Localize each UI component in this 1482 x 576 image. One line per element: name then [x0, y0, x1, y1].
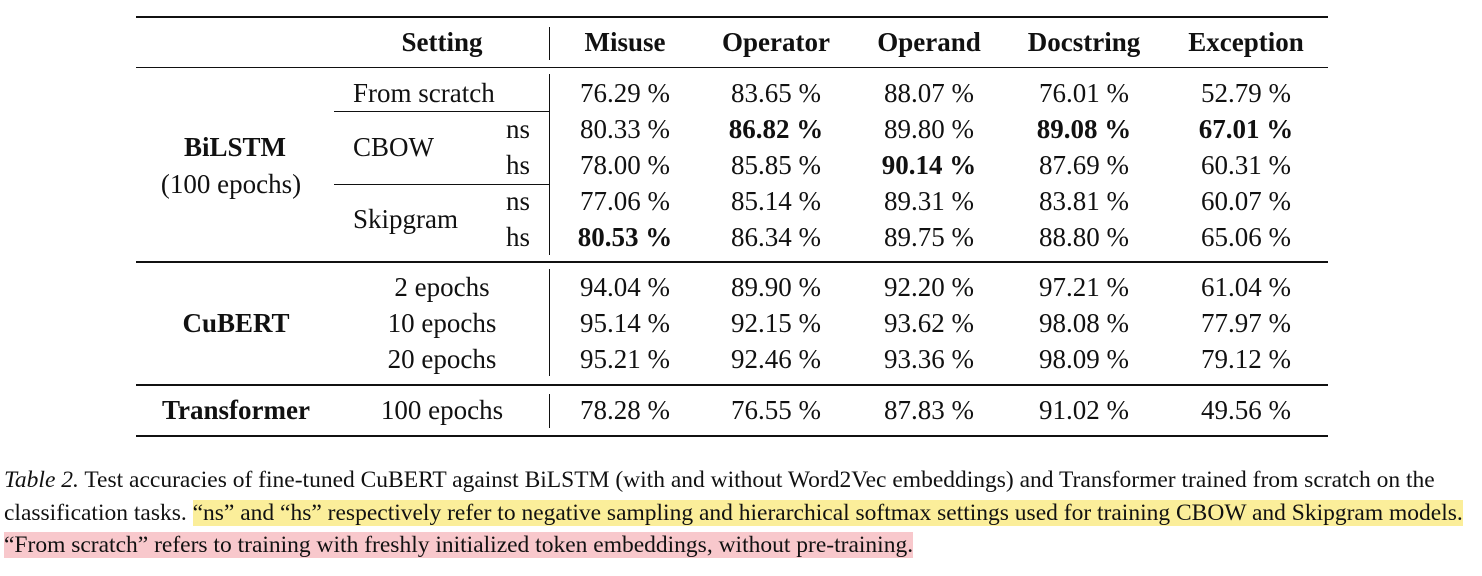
table-cell: 89.80 %: [884, 114, 974, 144]
bottom-rule: [136, 435, 1328, 437]
skipgram-rule: [334, 184, 549, 185]
caption-label: Table 2.: [4, 467, 79, 493]
table-cell: 85.14 %: [731, 186, 821, 216]
setting-cbow: CBOW: [353, 132, 434, 162]
header-column: Operator: [722, 27, 830, 57]
header-column: Misuse: [584, 27, 666, 57]
table-cell: 98.08 %: [1039, 308, 1129, 338]
caption-text: Test accuracies of fine-tuned CuBERT aga…: [4, 467, 1435, 526]
setting-cbow-ns: ns: [505, 114, 531, 144]
table-cell: 92.15 %: [731, 308, 821, 338]
table-cell: 91.02 %: [1039, 395, 1129, 425]
table-cell: 94.04 %: [580, 272, 670, 302]
table-cell: 93.36 %: [884, 344, 974, 374]
model-label-cubert: CuBERT: [182, 308, 290, 338]
table-cell-best: 80.53 %: [577, 222, 673, 252]
model-label-bilstm: BiLSTM: [183, 132, 287, 162]
table-cell-best: 89.08 %: [1036, 114, 1132, 144]
table-cell: 86.34 %: [731, 222, 821, 252]
setting-from-scratch: From scratch: [353, 78, 495, 108]
header-column: Docstring: [1027, 27, 1141, 57]
table-cell: 76.29 %: [580, 78, 670, 108]
header-separator: [549, 27, 550, 60]
table-cell: 87.83 %: [884, 395, 974, 425]
table-cell: 79.12 %: [1201, 344, 1291, 374]
setting-cubert-20: 20 epochs: [387, 344, 497, 374]
table-cell: 93.62 %: [884, 308, 974, 338]
setting-skipgram-ns: ns: [505, 186, 531, 216]
model-sublabel-bilstm: (100 epochs): [160, 169, 302, 199]
table-cell: 60.07 %: [1201, 186, 1291, 216]
setting-cubert-2: 2 epochs: [394, 272, 490, 302]
table-cell: 83.81 %: [1039, 186, 1129, 216]
table-cell: 98.09 %: [1039, 344, 1129, 374]
table-cell: 88.80 %: [1039, 222, 1129, 252]
cbow-rule: [334, 111, 549, 112]
table-cell: 60.31 %: [1201, 150, 1291, 180]
table-cell-best: 86.82 %: [728, 114, 824, 144]
table-cell: 76.01 %: [1039, 78, 1129, 108]
table-cell: 89.90 %: [731, 272, 821, 302]
setting-cubert-10: 10 epochs: [387, 308, 497, 338]
cubert-bottom-rule: [136, 384, 1328, 386]
transformer-separator: [549, 394, 550, 428]
table-caption: Table 2. Test accuracies of fine-tuned C…: [4, 464, 1474, 562]
table-cell: 92.20 %: [884, 272, 974, 302]
setting-transformer: 100 epochs: [380, 395, 504, 425]
header-column: Operand: [877, 27, 981, 57]
table-cell: 52.79 %: [1201, 78, 1291, 108]
table-cell: 49.56 %: [1201, 395, 1291, 425]
table-cell: 97.21 %: [1039, 272, 1129, 302]
table-cell: 95.14 %: [580, 308, 670, 338]
header-setting: Setting: [401, 27, 483, 57]
bilstm-separator: [549, 74, 550, 255]
setting-skipgram-hs: hs: [505, 222, 531, 252]
top-rule: [136, 16, 1328, 18]
setting-skipgram: Skipgram: [353, 204, 458, 234]
table-cell: 87.69 %: [1039, 150, 1129, 180]
bilstm-bottom-rule: [136, 261, 1328, 263]
table-cell: 83.65 %: [731, 78, 821, 108]
table-cell: 89.75 %: [884, 222, 974, 252]
table-cell: 95.21 %: [580, 344, 670, 374]
table-cell: 77.97 %: [1201, 308, 1291, 338]
caption-highlight-yellow: “ns” and “hs” respectively refer to nega…: [192, 499, 1463, 526]
table-cell: 76.55 %: [731, 395, 821, 425]
table-cell: 78.00 %: [580, 150, 670, 180]
table-cell: 61.04 %: [1201, 272, 1291, 302]
table-cell: 80.33 %: [580, 114, 670, 144]
header-column: Exception: [1188, 27, 1304, 57]
table-cell-best: 90.14 %: [881, 150, 977, 180]
table-cell: 85.85 %: [731, 150, 821, 180]
setting-cbow-hs: hs: [505, 150, 531, 180]
table-cell: 78.28 %: [580, 395, 670, 425]
table-cell: 77.06 %: [580, 186, 670, 216]
table-cell: 92.46 %: [731, 344, 821, 374]
header-rule: [136, 67, 1328, 68]
cubert-separator: [549, 269, 550, 376]
model-label-transformer: Transformer: [162, 395, 310, 425]
table-cell: 65.06 %: [1201, 222, 1291, 252]
table-cell-best: 67.01 %: [1198, 114, 1294, 144]
table-cell: 88.07 %: [884, 78, 974, 108]
table-cell: 89.31 %: [884, 186, 974, 216]
caption-highlight-pink: “From scratch” refers to training with f…: [4, 532, 914, 558]
